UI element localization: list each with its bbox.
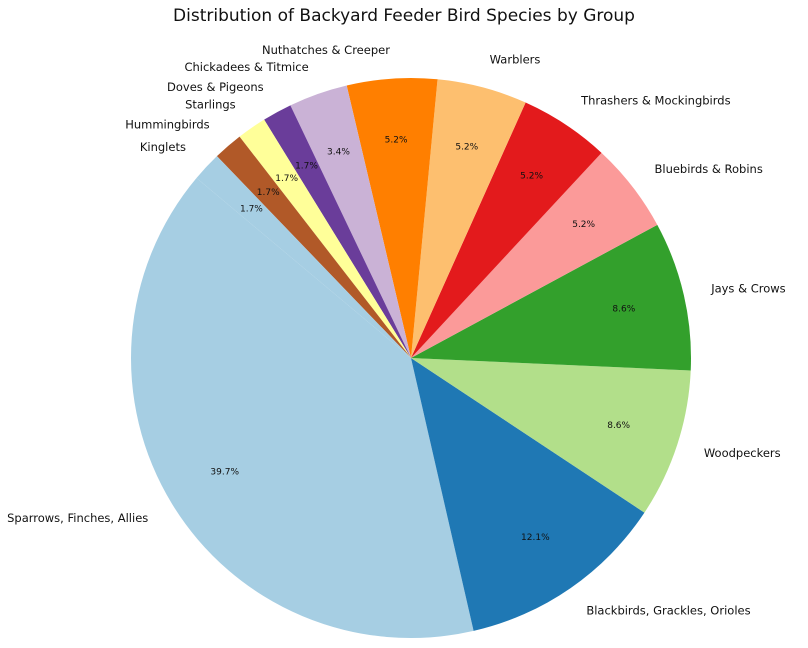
pie-category-label-6: Warblers: [490, 53, 541, 67]
pie-slice-6: [411, 79, 526, 359]
pie-slice-12: [196, 156, 411, 358]
pie-category-label-11: Hummingbirds: [125, 117, 209, 131]
pie-slice-9: [264, 105, 411, 359]
pie-category-label-12: Kinglets: [140, 140, 186, 154]
pie-pct-label-2: 8.6%: [607, 421, 630, 431]
pie-pct-label-0: 39.7%: [210, 467, 239, 477]
pie-category-label-10: Starlings: [185, 97, 236, 111]
pie-category-label-9: Doves & Pigeons: [167, 80, 264, 94]
pie-pct-label-12: 1.7%: [240, 204, 263, 214]
pie-slice-11: [216, 136, 411, 358]
pie-category-label-7: Nuthatches & Creeper: [262, 43, 390, 57]
chart-title: Distribution of Backyard Feeder Bird Spe…: [173, 6, 635, 26]
pie-category-label-4: Bluebirds & Robins: [654, 162, 762, 176]
pie-slice-8: [290, 85, 411, 358]
pie-pct-label-8: 3.4%: [327, 148, 350, 158]
pie-pct-label-6: 5.2%: [455, 142, 478, 152]
pie-category-label-8: Chickadees & Titmice: [184, 60, 308, 74]
pie-slice-4: [411, 152, 658, 358]
pie-category-label-2: Woodpeckers: [704, 446, 781, 460]
pie-pct-label-1: 12.1%: [521, 533, 550, 543]
pie-pct-label-5: 5.2%: [520, 171, 543, 181]
pie-slice-0: [131, 178, 474, 638]
pie-pct-label-9: 1.7%: [295, 162, 318, 172]
pie-pct-label-7: 5.2%: [385, 136, 408, 146]
pie-slice-3: [411, 224, 692, 371]
pie-category-label-3: Jays & Crows: [710, 282, 785, 296]
pie-slice-10: [239, 119, 411, 358]
pie-slice-5: [411, 102, 602, 358]
pie-category-label-0: Sparrows, Finches, Allies: [7, 511, 148, 525]
pie-category-label-1: Blackbirds, Grackles, Orioles: [586, 604, 750, 618]
pie-pct-label-3: 8.6%: [612, 305, 635, 315]
pie-pct-label-11: 1.7%: [257, 188, 280, 198]
pie-slice-1: [411, 358, 645, 631]
pie-category-label-5: Thrashers & Mockingbirds: [580, 94, 730, 108]
pie-slice-2: [411, 358, 691, 513]
pie-slice-7: [346, 78, 438, 359]
pie-pct-label-4: 5.2%: [572, 220, 595, 230]
pie-pct-label-10: 1.7%: [275, 174, 298, 184]
